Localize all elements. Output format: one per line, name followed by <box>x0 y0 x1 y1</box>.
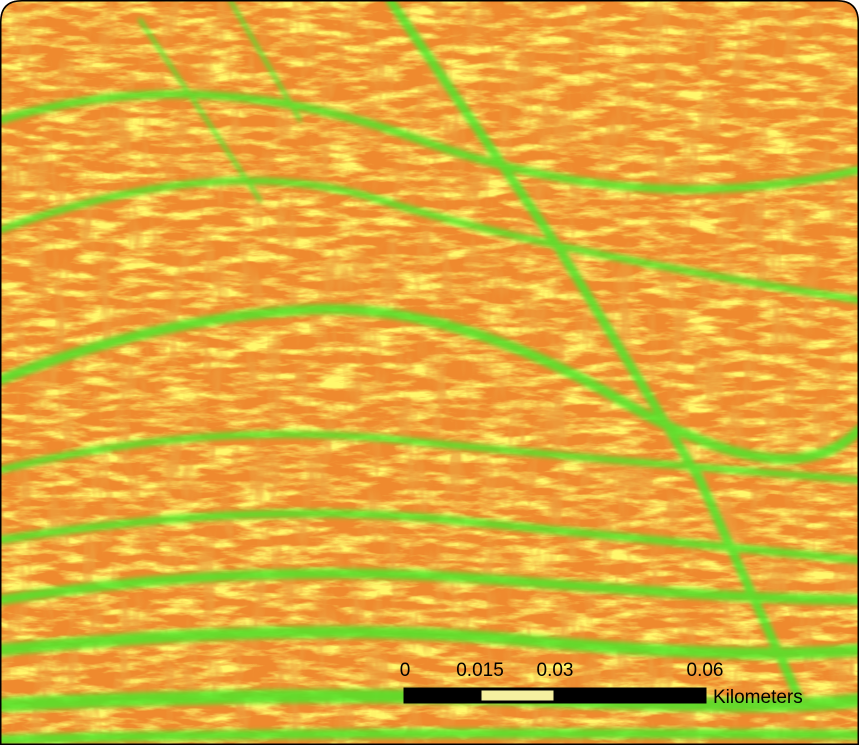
scale-label: 0 <box>400 660 411 681</box>
scale-label: 0.015 <box>456 660 504 681</box>
scale-segment <box>555 689 705 702</box>
scale-unit: Kilometers <box>713 687 803 708</box>
scale-segment <box>480 689 555 702</box>
scale-label: 0.06 <box>687 660 724 681</box>
map: 0 0.015 0.03 0.06 Kilometers <box>0 0 859 745</box>
page: 00.0150.030.06Kilometers (() => { const … <box>0 0 859 745</box>
scale-label: 0.03 <box>537 660 574 681</box>
raster <box>0 0 859 745</box>
scale-segment <box>405 689 480 702</box>
